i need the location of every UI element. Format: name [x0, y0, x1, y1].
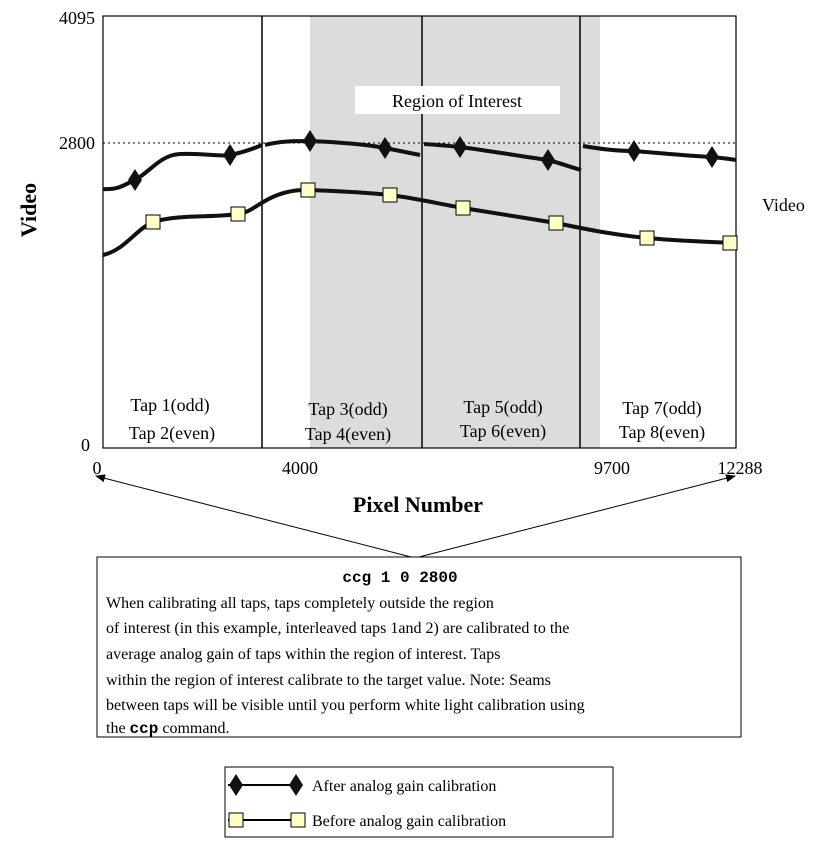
tap-label: Tap 6(even) — [460, 421, 546, 442]
region-label-bg — [355, 86, 560, 114]
arrow — [95, 474, 416, 559]
tap-label: Tap 3(odd) — [308, 399, 387, 420]
plot-frame — [102, 15, 737, 449]
region-of-interest — [310, 16, 600, 448]
arrow — [414, 474, 736, 559]
x-axis-label: Pixel Number — [353, 492, 483, 517]
tap-label: Tap 1(odd) — [130, 395, 209, 416]
tap-label: Tap 2(even) — [129, 423, 215, 444]
tap-label: Tap 4(even) — [305, 424, 391, 445]
note-text: the — [106, 720, 130, 737]
note-line: When calibrating all taps, taps complete… — [106, 595, 494, 612]
note-line: between taps will be visible until you p… — [106, 697, 585, 714]
tap-label: Tap 8(even) — [619, 422, 705, 443]
note-line: average analog gain of taps within the r… — [106, 646, 500, 663]
x-tick-label: 4000 — [282, 458, 318, 478]
note-command: ccg 1 0 2800 — [342, 569, 457, 587]
legend-label: After analog gain calibration — [312, 778, 496, 795]
legend-label: Before analog gain calibration — [312, 813, 506, 830]
y-axis-label: Video — [16, 183, 41, 237]
tap-label: Tap 5(odd) — [463, 397, 542, 418]
region-label: Region of Interest — [392, 91, 522, 111]
y-tick-label: 4095 — [59, 8, 95, 28]
x-tick-label: 12288 — [718, 458, 763, 478]
y-tick-label: 0 — [81, 435, 90, 455]
note-text: command. — [158, 720, 229, 737]
after-curves — [102, 138, 737, 257]
note-line: within the region of interest calibrate … — [106, 672, 551, 689]
note-box — [96, 556, 742, 738]
x-tick-label: 9700 — [594, 458, 630, 478]
tap-label: Tap 7(odd) — [622, 398, 701, 419]
note-line: the ccp command. — [106, 720, 229, 738]
note-command-inline: ccp — [130, 720, 159, 738]
note-line: of interest (in this example, interleave… — [106, 620, 569, 637]
right-label: Video — [762, 195, 805, 215]
legend-box — [224, 766, 614, 838]
x-tick-label: 0 — [93, 458, 102, 478]
y-tick-label: 2800 — [59, 133, 95, 153]
